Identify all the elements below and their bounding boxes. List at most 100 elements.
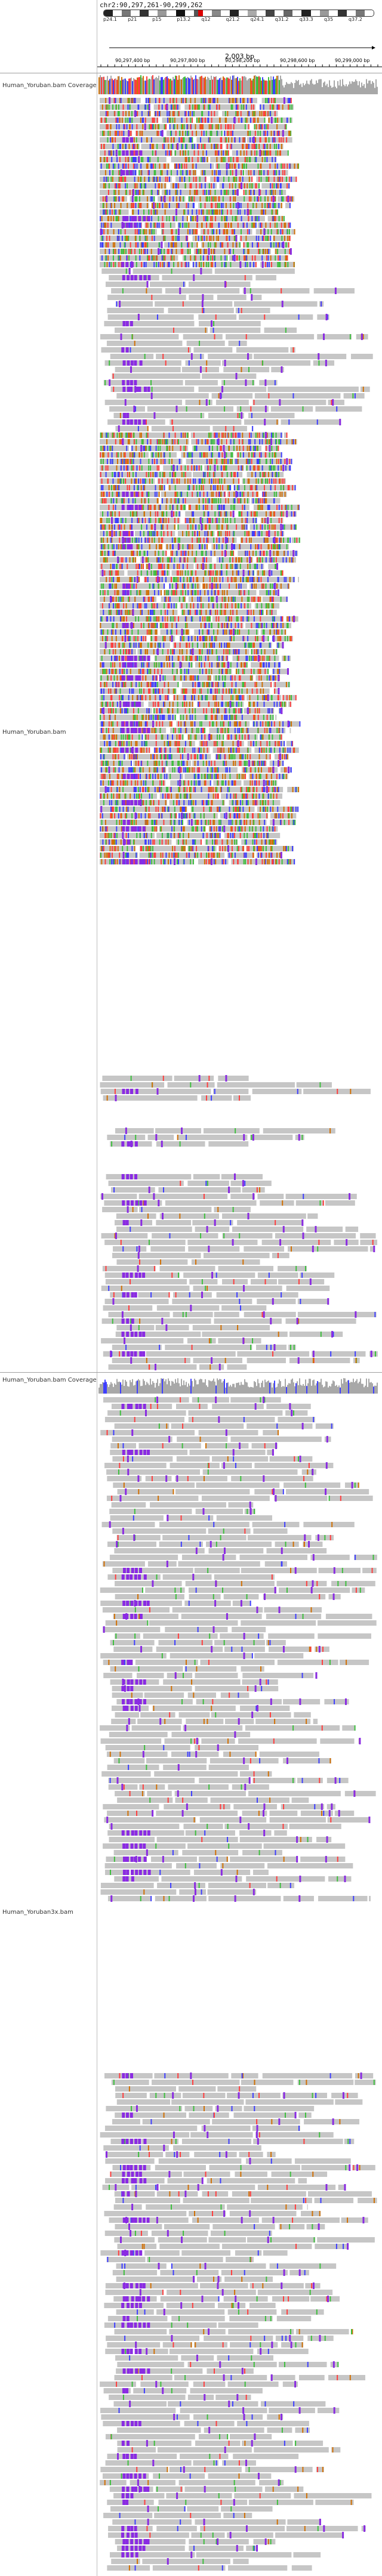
- mismatch-mark: [165, 577, 167, 582]
- mismatch-mark: [214, 170, 215, 175]
- mismatch-mark: [184, 98, 186, 103]
- mismatch-mark: [179, 459, 181, 464]
- mismatch-mark: [248, 590, 249, 595]
- mismatch-mark: [147, 98, 149, 103]
- mismatch-mark: [261, 610, 263, 615]
- mismatch-mark: [201, 144, 202, 149]
- mismatch-mark: [159, 485, 161, 490]
- coverage-bar: [329, 80, 330, 94]
- mismatch-mark: [278, 170, 280, 175]
- mismatch-mark: [153, 124, 155, 129]
- aligned-read: [100, 255, 178, 261]
- mismatch-mark: [171, 131, 172, 136]
- mismatch-mark: [143, 597, 144, 602]
- mismatch-mark: [119, 131, 121, 136]
- mismatch-mark: [272, 433, 274, 438]
- mismatch-mark: [282, 485, 284, 490]
- mismatch-mark: [113, 216, 115, 221]
- alignment-track-1[interactable]: [97, 97, 382, 1371]
- mismatch-mark: [153, 236, 155, 241]
- insertion-mark: [292, 550, 295, 557]
- mismatch-mark: [271, 570, 273, 576]
- coverage-bar: [103, 76, 104, 94]
- mismatch-mark: [219, 577, 221, 582]
- mismatch-mark: [217, 439, 218, 444]
- mismatch-mark: [183, 597, 184, 602]
- mismatch-mark: [252, 426, 254, 431]
- mismatch-mark: [232, 216, 233, 221]
- mismatch-mark: [177, 262, 179, 267]
- mismatch-mark: [239, 177, 241, 182]
- chromosome-ideogram[interactable]: [103, 10, 374, 17]
- mismatch-mark: [170, 137, 172, 143]
- insertion-mark: [119, 301, 121, 307]
- mismatch-mark: [141, 452, 143, 458]
- data-panel[interactable]: chr2:90,297,261-90,299,262 p24.1 p21 p15 p1…: [97, 0, 382, 2576]
- coverage-track-1[interactable]: [97, 74, 382, 95]
- mismatch-mark: [184, 616, 186, 622]
- mismatch-mark: [168, 518, 170, 523]
- mismatch-mark: [128, 498, 130, 504]
- track-label-bam-1[interactable]: Human_Yoruban.bam: [2, 729, 66, 736]
- mismatch-mark: [254, 564, 255, 569]
- mismatch-mark: [116, 610, 118, 615]
- mismatch-mark: [114, 203, 116, 208]
- mismatch-mark: [231, 229, 233, 234]
- mismatch-mark: [108, 610, 110, 615]
- mismatch-mark: [195, 570, 197, 576]
- coverage-bar: [229, 78, 230, 94]
- mismatch-mark: [230, 144, 232, 149]
- insertion-mark: [242, 570, 245, 576]
- mismatch-mark: [218, 544, 220, 549]
- track-label-bam-2[interactable]: Human_Yoruban3x.bam: [2, 1909, 73, 1916]
- mismatch-mark: [218, 518, 220, 523]
- insertion-mark: [269, 550, 272, 557]
- locus-text[interactable]: chr2:90,297,261-90,299,262: [100, 1, 203, 9]
- mismatch-mark: [196, 249, 198, 254]
- mismatch-mark: [118, 111, 119, 116]
- mismatch-mark: [210, 485, 212, 490]
- mismatch-mark: [153, 255, 155, 261]
- aligned-read: [127, 570, 170, 576]
- coverage-bar: [114, 79, 115, 94]
- position-tick-label: 90,298,600 bp: [280, 58, 315, 63]
- mismatch-mark: [140, 118, 141, 123]
- mismatch-mark: [106, 492, 108, 497]
- mismatch-mark: [251, 577, 252, 582]
- mismatch-mark: [248, 196, 250, 202]
- mismatch-mark: [176, 551, 178, 556]
- mismatch-mark: [127, 439, 129, 444]
- mismatch-mark: [134, 538, 136, 543]
- mismatch-mark: [190, 616, 192, 622]
- mismatch-mark: [196, 610, 198, 615]
- mismatch-mark: [172, 124, 174, 129]
- mismatch-mark: [242, 144, 244, 149]
- coverage-bar: [122, 79, 124, 94]
- mismatch-mark: [267, 262, 269, 267]
- mismatch-mark: [208, 478, 210, 484]
- mismatch-mark: [110, 177, 112, 182]
- mismatch-mark: [220, 137, 221, 143]
- insertion-mark: [205, 399, 208, 406]
- mismatch-mark: [125, 459, 127, 464]
- mismatch-mark: [164, 124, 165, 129]
- mismatch-mark: [203, 583, 205, 589]
- mismatch-mark: [140, 163, 142, 169]
- mismatch-mark: [106, 557, 108, 563]
- insertion-mark: [236, 189, 239, 196]
- mismatch-mark: [238, 603, 239, 609]
- mismatch-mark: [107, 137, 109, 143]
- track-label-coverage-2[interactable]: Human_Yoruban.bam Coverage: [2, 1377, 97, 1383]
- coverage-bar: [366, 79, 367, 94]
- mismatch-mark: [214, 459, 216, 464]
- mismatch-mark: [245, 459, 247, 464]
- mismatch-mark: [275, 209, 277, 215]
- mismatch-mark: [233, 492, 235, 497]
- mismatch-mark: [175, 163, 177, 169]
- mismatch-mark: [141, 564, 143, 569]
- mismatch-mark: [260, 124, 262, 129]
- aligned-read: [360, 387, 370, 392]
- mismatch-mark: [220, 446, 222, 451]
- mismatch-mark: [260, 124, 261, 129]
- track-label-coverage-1[interactable]: Human_Yoruban.bam Coverage: [2, 82, 97, 89]
